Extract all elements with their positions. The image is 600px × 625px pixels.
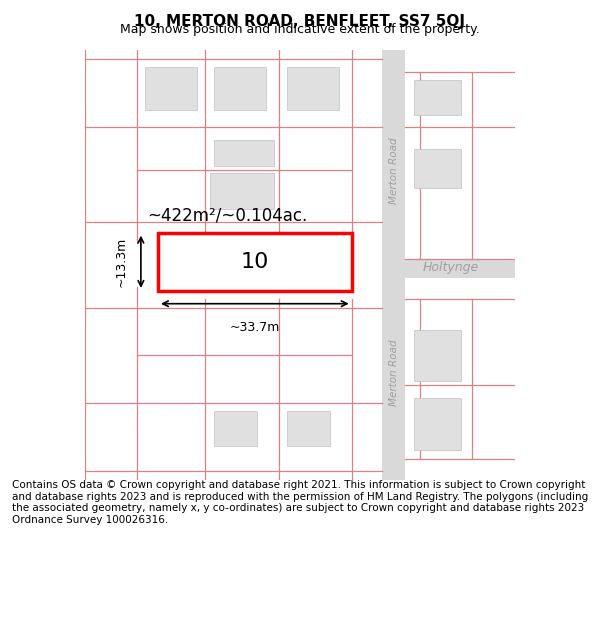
Bar <box>214 68 266 110</box>
Text: Merton Road: Merton Road <box>389 339 398 406</box>
Bar <box>158 232 352 291</box>
Bar <box>382 50 406 480</box>
Text: ~422m²/~0.104ac.: ~422m²/~0.104ac. <box>147 206 307 224</box>
Bar <box>414 398 461 450</box>
Bar <box>414 329 461 381</box>
Text: Contains OS data © Crown copyright and database right 2021. This information is : Contains OS data © Crown copyright and d… <box>12 480 588 525</box>
Text: Merton Road: Merton Road <box>389 137 398 204</box>
Bar <box>145 68 197 110</box>
Bar <box>287 411 330 446</box>
Bar <box>287 68 338 110</box>
Bar <box>214 411 257 446</box>
Bar <box>382 259 515 278</box>
Text: 10: 10 <box>241 252 269 272</box>
Text: 10, MERTON ROAD, BENFLEET, SS7 5QJ: 10, MERTON ROAD, BENFLEET, SS7 5QJ <box>134 14 466 29</box>
Text: Holtynge: Holtynge <box>422 261 479 274</box>
Text: Map shows position and indicative extent of the property.: Map shows position and indicative extent… <box>120 23 480 36</box>
Bar <box>210 173 274 209</box>
Bar <box>414 149 461 188</box>
Bar <box>414 80 461 114</box>
Text: ~13.3m: ~13.3m <box>115 237 128 287</box>
Bar <box>274 269 308 291</box>
Bar <box>214 140 274 166</box>
Text: ~33.7m: ~33.7m <box>230 321 280 334</box>
